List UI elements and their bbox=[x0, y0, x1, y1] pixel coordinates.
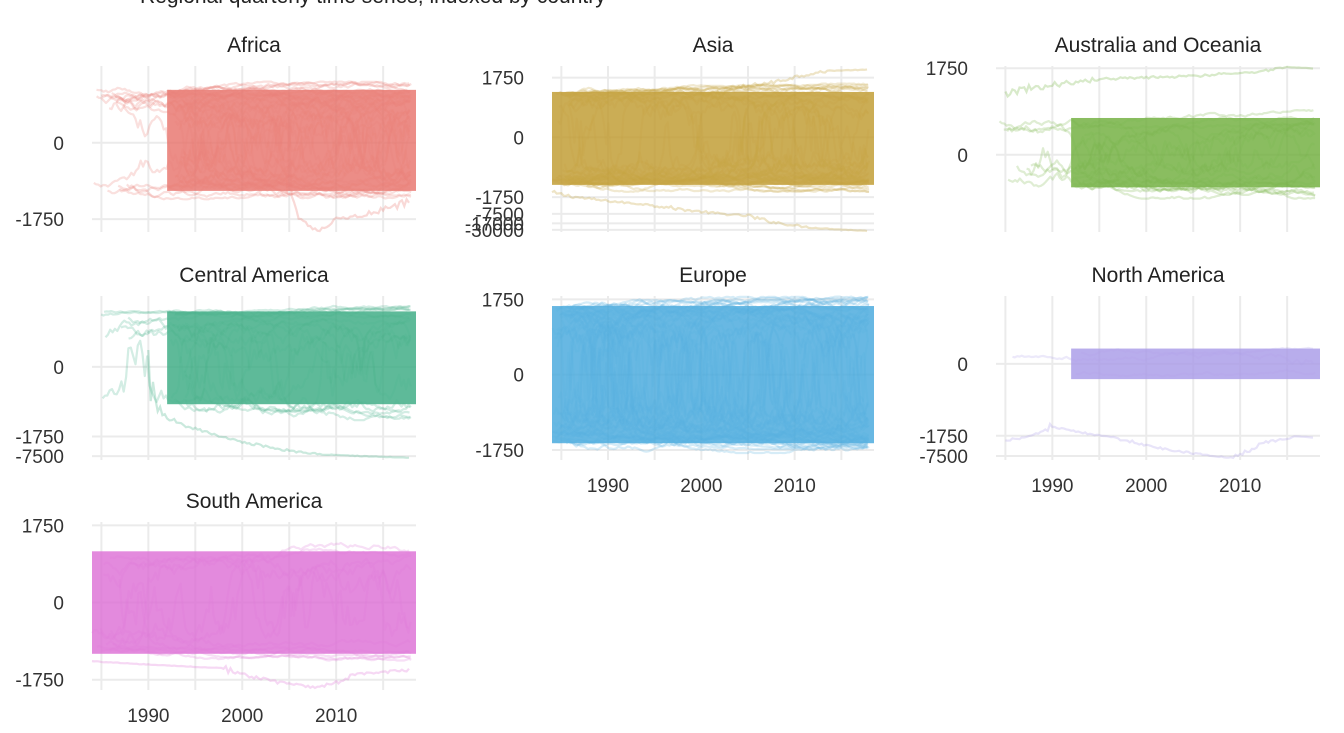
y-tick-label: 0 bbox=[957, 355, 968, 376]
facet-title: Central America bbox=[179, 264, 329, 287]
series-lines bbox=[93, 80, 416, 233]
series-line bbox=[700, 68, 868, 101]
x-tick-label: 2000 bbox=[680, 476, 722, 497]
panel-north-america: North America 0 -1750-7500 1990 2000 2010 bbox=[919, 264, 1320, 497]
series-lines bbox=[91, 541, 416, 690]
y-tick-label: 0 bbox=[53, 358, 64, 379]
series-line bbox=[108, 80, 411, 111]
series-line bbox=[1082, 171, 1316, 200]
series-line bbox=[1004, 65, 1314, 99]
facet-title: North America bbox=[1091, 264, 1224, 287]
facet-title: Europe bbox=[679, 264, 747, 287]
series-lines bbox=[551, 295, 874, 455]
y-tick-label: -1750 bbox=[919, 427, 968, 448]
series-line bbox=[107, 183, 411, 201]
series-lines bbox=[998, 65, 1320, 200]
panel-south-america: South America 1750 0 -1750 1990 2000 2010 bbox=[15, 490, 416, 727]
series-line bbox=[147, 349, 410, 459]
dense-band bbox=[1071, 348, 1320, 380]
dense-band bbox=[167, 89, 416, 191]
series-line bbox=[180, 80, 410, 95]
series-lines bbox=[551, 68, 874, 233]
y-tick-label: 1750 bbox=[482, 69, 524, 90]
y-tick-label: 1750 bbox=[926, 59, 968, 80]
panel-central-america: Central America 0 -1750-7500 bbox=[15, 264, 416, 468]
panel-asia: Asia 1750 0 -1750-7500-17000-30000 bbox=[465, 34, 874, 242]
y-tick-label: -7500 bbox=[475, 205, 524, 226]
y-tick-label: -17000 bbox=[465, 214, 524, 235]
y-tick-label: 0 bbox=[53, 134, 64, 155]
x-tick-label: 2000 bbox=[1125, 476, 1167, 497]
series-line bbox=[555, 83, 869, 96]
series-line bbox=[111, 81, 411, 103]
y-tick-label: 1750 bbox=[22, 516, 64, 537]
x-tick-label: 1990 bbox=[1031, 476, 1073, 497]
series-line bbox=[551, 189, 868, 233]
series-line bbox=[1005, 421, 1314, 460]
series-lines bbox=[100, 304, 416, 459]
y-tick-label: -1750 bbox=[475, 441, 524, 462]
dense-band bbox=[552, 91, 874, 185]
x-tick-label: 2000 bbox=[221, 706, 263, 727]
chart-title: Regional quarterly time series, indexed … bbox=[140, 0, 606, 8]
dense-band bbox=[552, 306, 874, 444]
dense-band bbox=[92, 551, 416, 654]
panel-africa: Africa 0 -1750 bbox=[15, 34, 416, 233]
x-tick-label: 2010 bbox=[315, 706, 357, 727]
y-tick-label: -1750 bbox=[15, 671, 64, 692]
facet-title: Australia and Oceania bbox=[1055, 34, 1262, 57]
series-line bbox=[184, 398, 412, 422]
series-line bbox=[559, 437, 868, 451]
series-line bbox=[91, 660, 410, 690]
x-tick-label: 2010 bbox=[1219, 476, 1261, 497]
y-tick-label: -7500 bbox=[919, 447, 968, 468]
series-line bbox=[586, 184, 869, 193]
y-tick-label: 1750 bbox=[482, 290, 524, 311]
y-tick-label: 0 bbox=[957, 146, 968, 167]
panel-australia-and-oceania: Australia and Oceania 1750 0 bbox=[926, 34, 1320, 232]
y-tick-label: -7500 bbox=[15, 447, 64, 468]
series-line bbox=[101, 339, 411, 419]
x-tick-label: 1990 bbox=[587, 476, 629, 497]
y-tick-label: 0 bbox=[513, 128, 524, 149]
dense-band bbox=[1071, 117, 1320, 188]
dense-band bbox=[167, 311, 416, 405]
facet-title: Africa bbox=[227, 34, 281, 57]
x-tick-label: 1990 bbox=[127, 706, 169, 727]
facet-title: Asia bbox=[693, 34, 734, 57]
facet-title: South America bbox=[186, 490, 323, 513]
y-tick-label: -30000 bbox=[465, 221, 524, 242]
x-tick-label: 2010 bbox=[774, 476, 816, 497]
y-tick-label: -1750 bbox=[15, 210, 64, 231]
panel-europe: Europe 1750 0 -1750 1990 2000 2010 bbox=[475, 264, 874, 497]
series-lines bbox=[1005, 346, 1320, 460]
y-tick-label: 0 bbox=[513, 366, 524, 387]
y-tick-label: -1750 bbox=[15, 428, 64, 449]
y-tick-label: -1750 bbox=[475, 188, 524, 209]
y-tick-label: 0 bbox=[53, 594, 64, 615]
series-line bbox=[112, 643, 411, 660]
